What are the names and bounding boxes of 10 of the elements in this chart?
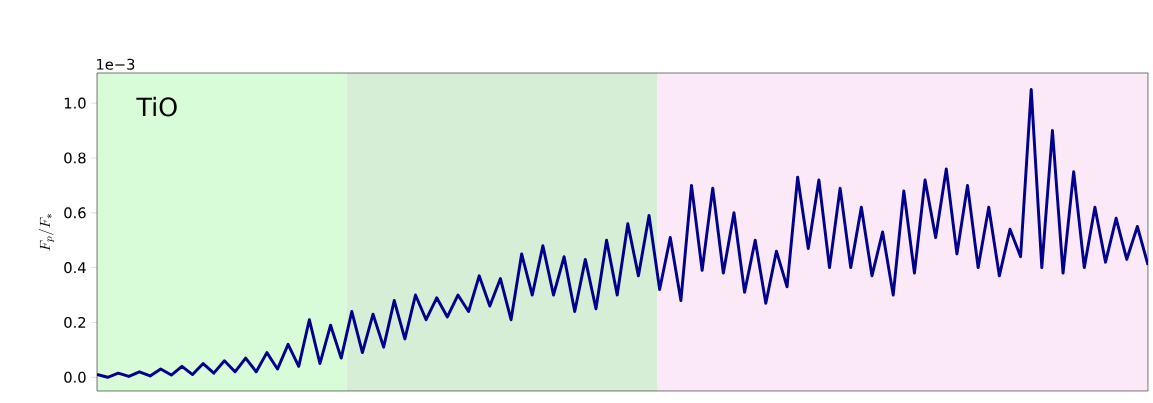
- y-tick-label: 0.6: [64, 207, 86, 219]
- y-axis-title: $F_p/F_*$: [38, 214, 55, 251]
- y-tick-label: 0.8: [64, 152, 86, 164]
- y-tick-label: 0.4: [64, 262, 86, 274]
- y-tick-label: 0.2: [64, 316, 86, 328]
- line-series: [97, 87, 1148, 379]
- y-tick-label: 0.0: [64, 371, 86, 383]
- text: 1e−3: [97, 58, 135, 70]
- annotation: TiO: [136, 96, 177, 117]
- y-tick-label: 1.0: [64, 97, 86, 109]
